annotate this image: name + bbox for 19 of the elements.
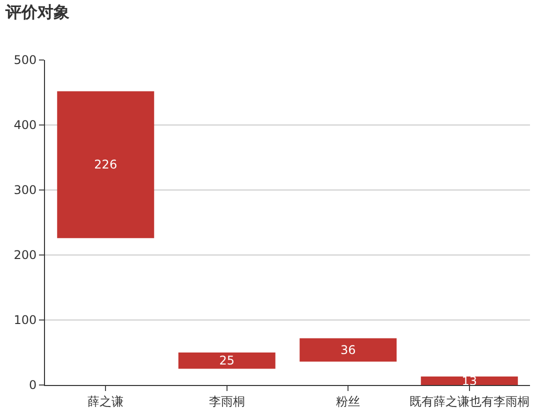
x-tick-label: 既有薛之谦也有李雨桐 [409, 394, 530, 408]
y-tick-label: 400 [14, 118, 37, 132]
bar [300, 338, 397, 362]
bar [420, 376, 518, 385]
x-tick-label: 薛之谦 [88, 394, 124, 408]
data-label: 25 [219, 354, 235, 368]
data-label: 36 [340, 342, 356, 357]
y-tick-label: 100 [14, 313, 37, 328]
x-tick-label: 粉丝 [336, 394, 360, 408]
chart-title: 评价对象 [4, 2, 70, 22]
y-tick-label: 0 [28, 378, 37, 392]
y-tick-label: 200 [14, 248, 37, 262]
y-tick-label: 500 [14, 53, 37, 68]
y-tick-label: 300 [14, 183, 37, 198]
x-tick-label: 李雨桐 [208, 394, 245, 408]
data-label: 13 [462, 374, 478, 388]
bar [57, 91, 154, 238]
data-label: 226 [94, 158, 118, 172]
bar [178, 352, 276, 369]
